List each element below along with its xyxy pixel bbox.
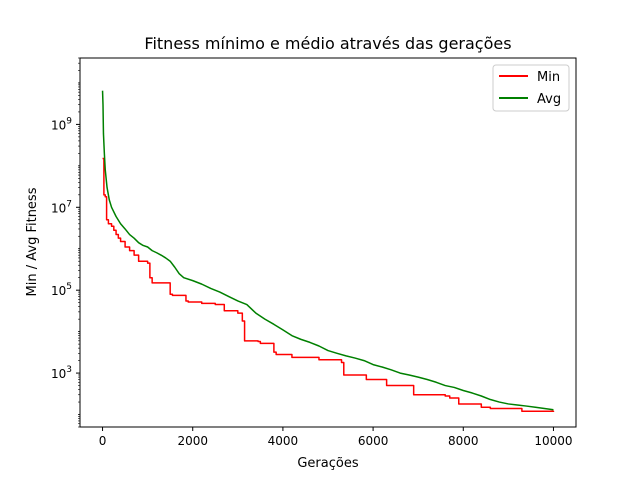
x-tick-label: 0 [99,434,107,448]
x-tick-label: 2000 [177,434,208,448]
legend-label-min: Min [537,70,560,85]
legend-label-avg: Avg [537,92,561,107]
y-tick-label: 105 [51,282,72,298]
series-layer [101,90,555,413]
series-line-avg [101,90,554,411]
series-line-min [102,157,555,413]
x-tick-label: 6000 [358,434,389,448]
y-tick-label: 103 [51,365,72,381]
x-tick-label: 8000 [448,434,479,448]
x-tick-label: 4000 [268,434,299,448]
x-axis: 0 2000 4000 6000 8000 10000 [99,427,573,448]
y-axis-label: Min / Avg Fitness [25,187,40,296]
x-tick-label: 10000 [534,434,572,448]
y-tick-label: 109 [51,116,72,132]
axes-frame [79,57,577,428]
legend: Min Avg [492,64,570,112]
chart-title: Fitness mínimo e médio através das geraç… [144,34,511,53]
y-axis: 103 105 107 109 [51,57,80,428]
plot-area [79,57,577,428]
y-tick-label: 107 [51,199,72,215]
x-axis-label: Gerações [297,456,358,471]
